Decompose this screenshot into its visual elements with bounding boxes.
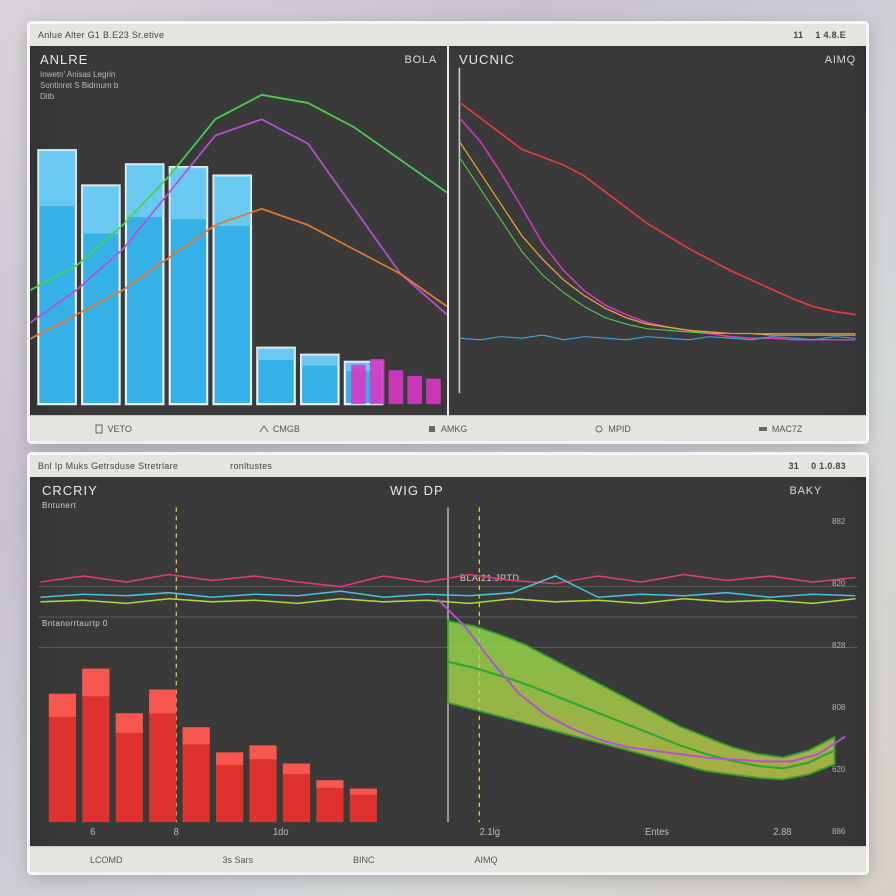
tick-icon	[427, 424, 437, 434]
tick-icon	[94, 424, 104, 434]
bottom-panel-header: Bnl Ip Muks Getrsduse Stretrlare ronltus…	[30, 455, 866, 477]
top-panel-header: Anlue Alter G1 B.E23 Sr.etive 11 1 4.8.E	[30, 24, 866, 46]
header-mid-text: ronltustes	[230, 461, 272, 471]
ytick: 820	[832, 579, 862, 588]
svg-text:2.1lg: 2.1lg	[480, 827, 500, 838]
tick-icon	[594, 424, 604, 434]
ytick: 808	[832, 703, 862, 712]
bottom-panel: Bnl Ip Muks Getrsduse Stretrlare ronltus…	[30, 455, 866, 872]
bottom-panel-body: CRCRIY Bntunert WIG DP BAKY BLA 21.JPTD …	[30, 477, 866, 846]
top-panel-body: ANLRE BOLA Inwetn' Anisas Legrin Sontinr…	[30, 46, 866, 415]
ytick: 886	[832, 827, 862, 836]
footer-label: BINC	[353, 855, 375, 865]
header-left-text: Bnl Ip Muks Getrsduse Stretrlare	[38, 461, 178, 471]
top-panel-footer: VETO CMGB AMKG MPID MAC7Z	[30, 415, 866, 441]
header-num-1: 31	[788, 461, 799, 471]
footer-tick: VETO	[94, 424, 132, 434]
tick-icon	[259, 424, 269, 434]
footer-tick: MAC7Z	[758, 424, 803, 434]
header-left-text: Anlue Alter G1 B.E23 Sr.etive	[38, 30, 164, 40]
footer-label: 3s Sars	[223, 855, 254, 865]
footer-tick: AMKG	[427, 424, 468, 434]
top-left-chart	[30, 46, 447, 415]
ytick: 882	[832, 517, 862, 526]
footer-tick: CMGB	[259, 424, 300, 434]
svg-text:2.88: 2.88	[773, 827, 791, 838]
top-panel: Anlue Alter G1 B.E23 Sr.etive 11 1 4.8.E…	[30, 24, 866, 441]
footer-tick: MPID	[594, 424, 631, 434]
top-right-chart	[449, 46, 866, 415]
bottom-chart: 6 8 1do 2.1lg Entes 2.88	[30, 477, 866, 846]
ytick: 620	[832, 765, 862, 774]
header-num-2: 0 1.0.83	[811, 461, 846, 471]
top-left-subpanel: ANLRE BOLA Inwetn' Anisas Legrin Sontinr…	[30, 46, 449, 415]
top-right-subpanel: VUCNIC AIMQ	[449, 46, 866, 415]
footer-label: LCOMD	[90, 855, 123, 865]
svg-text:Entes: Entes	[645, 827, 669, 838]
svg-text:6: 6	[90, 827, 95, 838]
svg-text:8: 8	[174, 827, 179, 838]
svg-text:1do: 1do	[273, 827, 289, 838]
tick-icon	[758, 424, 768, 434]
bottom-panel-footer: LCOMD 3s Sars BINC AIMQ	[30, 846, 866, 872]
bottom-yaxis: 882 820 828 808 620 886	[832, 517, 862, 836]
footer-label: AIMQ	[475, 855, 498, 865]
ytick: 828	[832, 641, 862, 650]
header-num-1: 11	[793, 30, 803, 40]
header-num-2: 1 4.8.E	[815, 30, 846, 40]
dashboard: Anlue Alter G1 B.E23 Sr.etive 11 1 4.8.E…	[30, 24, 866, 872]
